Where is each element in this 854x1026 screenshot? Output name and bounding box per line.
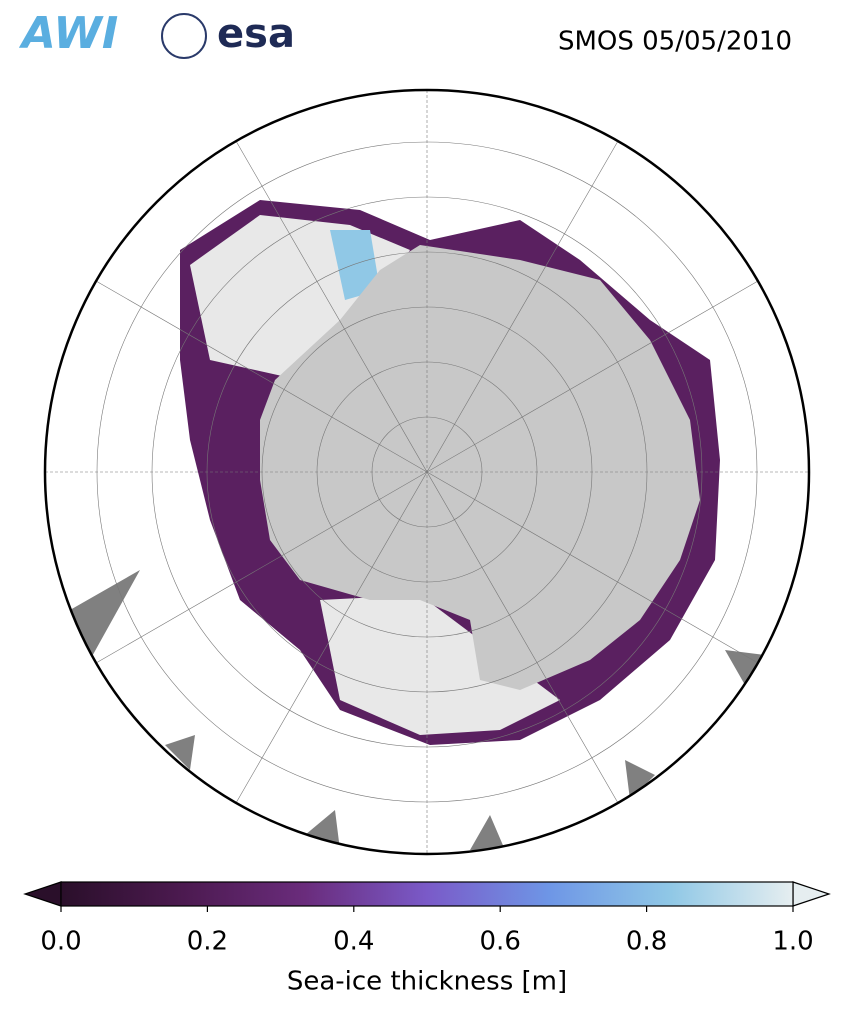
colorbar-extend-min [23,881,62,907]
colorbar-label: Sea-ice thickness [m] [287,967,567,997]
sea-ice-thick [330,230,380,300]
awi-logo: AWI [19,8,119,59]
antarctica [260,245,700,690]
colorbar-tick-label: 1.0 [772,927,813,957]
esa-logo-mark [161,13,207,59]
colorbar-tick-label: 0.2 [187,927,228,957]
esa-logo: esa [217,11,295,57]
colorbar-extend-max [792,881,831,907]
colorbar-gradient [60,881,794,907]
colorbar-tick-label: 0.6 [480,927,521,957]
colorbar-tick-label: 0.4 [333,927,374,957]
colorbar-tick-label: 0.0 [40,927,81,957]
colorbar-tick-label: 0.8 [626,927,667,957]
graticule [45,90,809,854]
colorbar: 0.0 0.2 0.4 0.6 0.8 1.0 Sea-ice thickness [m] [23,881,831,997]
map-boundary [43,88,811,856]
map [45,90,809,854]
title: SMOS 05/05/2010 [558,27,792,57]
